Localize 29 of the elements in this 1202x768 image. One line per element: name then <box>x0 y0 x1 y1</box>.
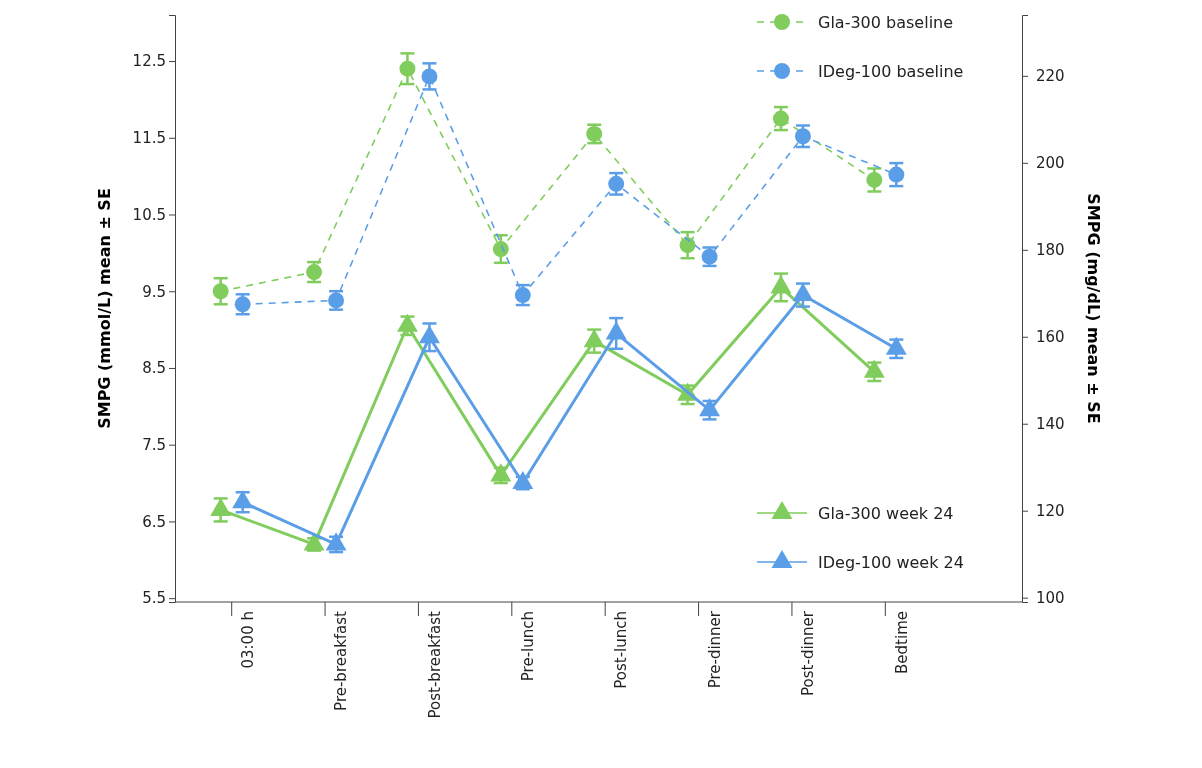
x-tick-label: Pre-lunch <box>519 611 538 682</box>
x-tick-label: Bedtime <box>892 611 911 674</box>
y2-tick-label: 180 <box>1036 241 1065 260</box>
x-tick-label: Post-breakfast <box>425 610 444 719</box>
legend-label: IDeg-100 week 24 <box>818 552 964 572</box>
y-tick-label: 10.5 <box>132 205 166 224</box>
y-tick-label: 5.5 <box>142 589 166 608</box>
x-tick-label: 03:00 h <box>238 611 257 669</box>
legend-label: IDeg-100 baseline <box>818 61 964 81</box>
y2-axis-title: SMPG (mg/dL) mean ± SE <box>1084 193 1103 424</box>
y-axis-title: SMPG (mmol/L) mean ± SE <box>95 188 114 429</box>
legend-label: Gla-300 week 24 <box>818 503 954 523</box>
y2-tick-label: 140 <box>1036 415 1065 434</box>
y-tick-label: 9.5 <box>142 282 166 301</box>
x-tick-label: Pre-breakfast <box>332 610 351 711</box>
y2-tick-label: 120 <box>1036 501 1065 520</box>
x-tick-label: Pre-dinner <box>705 610 724 689</box>
x-tick-label: Post-dinner <box>799 610 818 696</box>
y-tick-label: 7.5 <box>142 436 166 454</box>
y2-tick-label: 160 <box>1036 328 1065 347</box>
y-tick-label: 8.5 <box>142 359 166 378</box>
legend-label: Gla-300 baseline <box>818 12 954 32</box>
y-tick-label: 6.5 <box>142 512 166 531</box>
y-tick-label: 11.5 <box>132 129 166 148</box>
y2-tick-label: 200 <box>1036 154 1065 173</box>
y2-tick-label: 220 <box>1036 67 1065 86</box>
y2-tick-label: 100 <box>1036 588 1065 607</box>
y-tick-label: 12.5 <box>132 52 166 71</box>
x-tick-label: Post-lunch <box>612 611 631 689</box>
